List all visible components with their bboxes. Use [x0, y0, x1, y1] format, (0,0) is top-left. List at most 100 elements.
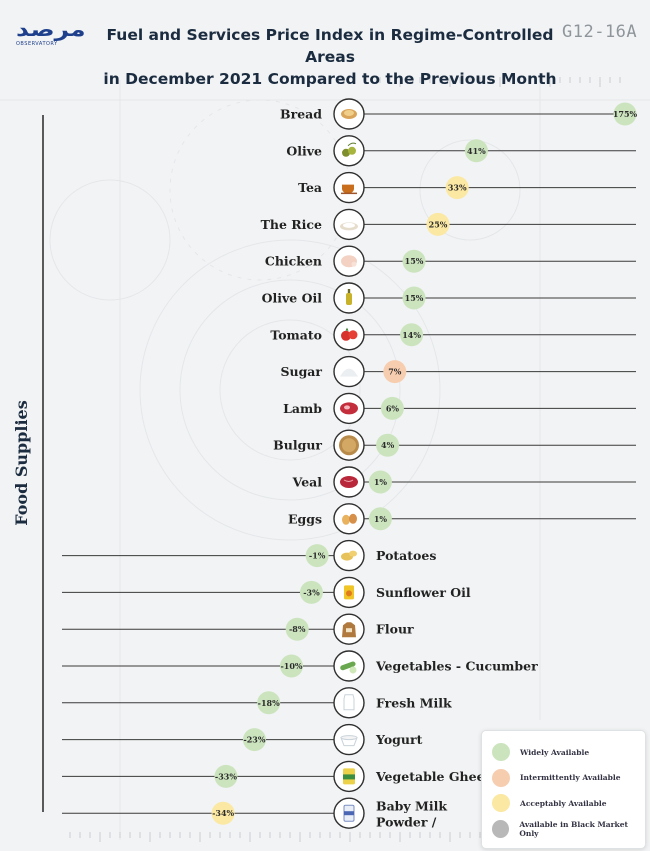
category-label: Bulgur: [273, 438, 322, 453]
chart-row-fresh-milk: Fresh Milk -18%: [62, 687, 452, 719]
data-label: -1%: [309, 551, 326, 561]
value-marker: [383, 360, 407, 384]
legend: Widely Available Intermittently Available…: [481, 730, 646, 849]
ghee-icon: [333, 760, 365, 793]
rice-icon: [333, 208, 365, 241]
cucumber-icon: [333, 650, 365, 682]
data-label: 7%: [388, 367, 402, 377]
yogurt-icon: [333, 723, 365, 756]
logo-subtitle: OBSERVATORY: [16, 41, 58, 47]
category-label: Sunflower Oil: [376, 585, 471, 600]
data-label: -10%: [280, 661, 302, 671]
category-label: Olive: [286, 143, 322, 158]
value-marker: [368, 507, 392, 531]
value-marker: [426, 212, 450, 236]
chart-row-vegetable-ghee: Vegetable Ghee -33%: [62, 760, 485, 793]
legend-label: Acceptably Available: [520, 798, 607, 808]
category-axis-label: Food Supplies: [12, 400, 31, 526]
title-line-2: in December 2021 Compared to the Previou…: [103, 70, 557, 88]
data-label: -3%: [303, 587, 320, 597]
value-marker: [402, 286, 426, 310]
sugar-icon: [333, 355, 365, 388]
category-label: Tea: [298, 180, 322, 195]
legend-label: Available in Black Market Only: [519, 819, 628, 838]
flour-icon: [333, 613, 365, 645]
value-marker: [211, 801, 235, 825]
category-label: Flour: [376, 622, 414, 637]
category-label: Vegetable Ghee: [375, 769, 485, 784]
olive-oil-icon: [333, 282, 365, 314]
chart-row-tea: Tea 33%: [298, 171, 636, 204]
chart-row-sugar: Sugar 7%: [280, 355, 636, 388]
legend-swatch: [492, 794, 510, 812]
tomato-icon: [333, 319, 365, 351]
chart-row-olive-oil: Olive Oil 15%: [262, 282, 636, 314]
data-label: 15%: [405, 256, 424, 266]
tea-icon: [333, 171, 365, 204]
logo: مرصد OBSERVATORY: [16, 17, 87, 50]
value-marker: [402, 249, 426, 273]
data-label: -8%: [289, 624, 306, 634]
value-marker: [285, 617, 309, 641]
category-label: Fresh Milk: [376, 695, 452, 710]
data-label: 6%: [386, 403, 400, 413]
logo-text: مرصد: [16, 17, 87, 41]
category-label: Baby Milk Powder /: [376, 799, 447, 830]
legend-item: Acceptably Available: [492, 794, 607, 812]
value-marker: [376, 433, 400, 457]
data-label: 14%: [402, 330, 421, 340]
milk-icon: [333, 687, 365, 719]
category-label: Vegetables - Cucumber: [375, 659, 538, 674]
sunflower-oil-icon: [333, 576, 365, 609]
value-marker: [299, 580, 323, 604]
value-marker: [400, 323, 424, 347]
bread-icon: [333, 98, 365, 130]
category-label: Veal: [292, 475, 323, 490]
data-label: 41%: [467, 146, 486, 156]
chart-row-tomato: Tomato 14%: [270, 319, 636, 351]
value-marker: [257, 691, 281, 715]
chart-row-bulgur: Bulgur 4%: [273, 429, 636, 461]
category-label: The Rice: [261, 217, 322, 232]
data-label: 33%: [448, 183, 467, 193]
chart-row-baby-milk-powder: Baby Milk Powder / -34%: [62, 797, 447, 830]
data-label: 175%: [613, 109, 638, 119]
data-label: -18%: [258, 698, 280, 708]
data-label: 25%: [429, 219, 448, 229]
page-title: Fuel and Services Price Index in Regime-…: [95, 24, 565, 90]
legend-item: Available in Black Market Only: [492, 819, 645, 838]
legend-swatch: [492, 819, 510, 838]
legend-swatch: [492, 768, 510, 787]
eggs-icon: [333, 503, 365, 535]
chart-row-potatoes: Potatoes -1%: [62, 539, 436, 572]
category-label: Tomato: [270, 327, 322, 342]
chart-row-sunflower-oil: Sunflower Oil -3%: [62, 576, 471, 609]
value-marker: [380, 396, 404, 420]
category-label: Olive Oil: [262, 291, 323, 306]
chart-row-yogurt: Yogurt -23%: [62, 723, 423, 756]
chart-row-chicken: Chicken 15%: [265, 245, 636, 277]
legend-swatch: [492, 743, 510, 761]
value-marker: [242, 728, 266, 752]
chart-row-the-rice: The Rice 25%: [261, 208, 636, 241]
legend-label: Widely Available: [520, 747, 590, 757]
category-label: Yogurt: [375, 732, 423, 747]
chart-row-olive: Olive 41%: [286, 135, 636, 167]
olive-icon: [333, 135, 365, 167]
data-label: 1%: [374, 514, 388, 524]
value-marker: [613, 102, 637, 126]
chicken-icon: [333, 245, 365, 277]
lamb-icon: [333, 392, 365, 425]
data-label: -23%: [243, 735, 265, 745]
chart-row-eggs: Eggs 1%: [288, 503, 636, 535]
value-marker: [280, 654, 303, 678]
value-marker: [445, 176, 469, 200]
data-label: -34%: [212, 808, 234, 818]
value-marker: [368, 470, 392, 494]
bulgur-icon: [333, 429, 365, 461]
category-label: Potatoes: [376, 548, 436, 563]
category-label: Sugar: [280, 364, 322, 379]
category-label: Lamb: [283, 401, 322, 416]
